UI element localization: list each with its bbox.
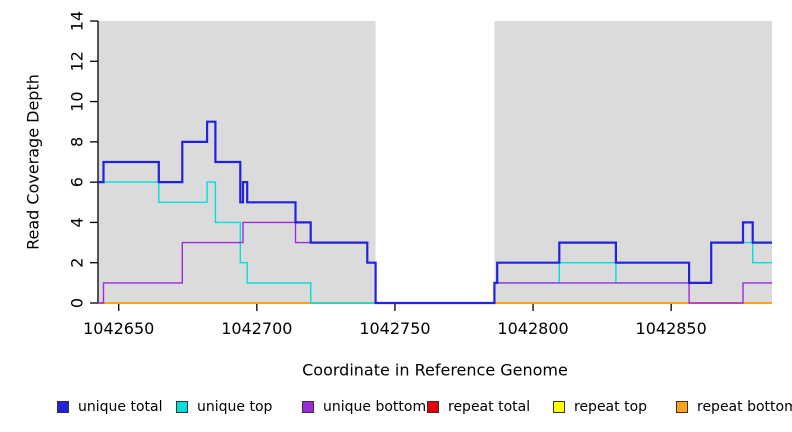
legend-item-unique-top: unique top	[176, 399, 272, 415]
unique-top-swatch-icon	[176, 401, 188, 413]
legend-item-repeat-top: repeat top	[553, 399, 647, 415]
legend-item-repeat-total: repeat total	[427, 399, 530, 415]
repeat-top-swatch-icon	[553, 401, 565, 413]
legend-label: repeat total	[448, 399, 531, 415]
legend-label: unique total	[78, 399, 163, 415]
unique-total-swatch-icon	[57, 401, 69, 413]
x-tick-label: 1042700	[221, 319, 292, 338]
y-tick-label: 12	[68, 51, 87, 71]
y-tick-label: 6	[68, 177, 87, 187]
legend-label: repeat top	[574, 399, 648, 415]
x-tick-label: 1042750	[359, 319, 430, 338]
y-tick-label: 14	[68, 11, 87, 31]
y-axis-title: Read Coverage Depth	[23, 74, 43, 250]
y-tick-label: 8	[68, 137, 87, 147]
legend-label: unique top	[197, 399, 273, 415]
y-tick-label: 4	[68, 217, 87, 227]
legend-item-unique-total: unique total	[57, 399, 162, 415]
x-tick-label: 1042800	[497, 319, 568, 338]
shaded-region-1	[494, 21, 772, 303]
legend-item-repeat-bottom: repeat bottom	[676, 399, 792, 415]
legend-label: repeat bottom	[697, 399, 792, 415]
y-tick-label: 0	[68, 298, 87, 308]
y-tick-label: 2	[68, 258, 87, 268]
repeat-total-swatch-icon	[427, 401, 439, 413]
y-tick-label: 10	[68, 91, 87, 111]
x-tick-label: 1042850	[636, 319, 707, 338]
unique-bottom-swatch-icon	[302, 401, 314, 413]
legend-item-unique-bottom: unique bottom	[302, 399, 426, 415]
x-axis-title: Coordinate in Reference Genome	[302, 360, 568, 380]
legend-label: unique bottom	[323, 399, 427, 415]
repeat-bottom-swatch-icon	[676, 401, 688, 413]
series-line-unique-total	[98, 120, 772, 305]
x-tick-label: 1042650	[83, 319, 154, 338]
